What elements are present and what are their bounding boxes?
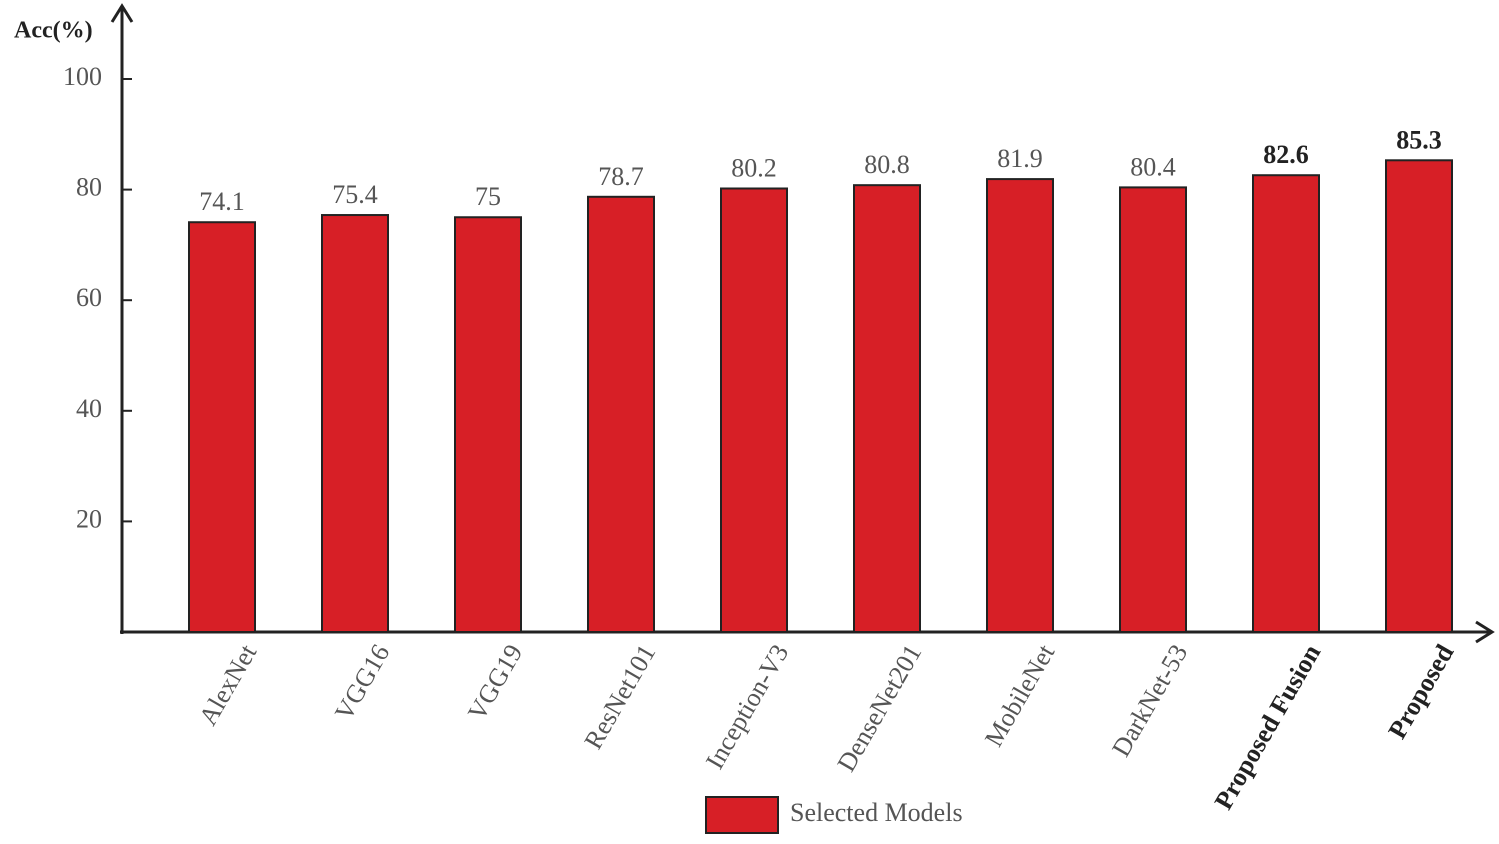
bar: [1385, 159, 1453, 634]
bar: [853, 184, 921, 633]
x-tick-label: MobileNet: [979, 639, 1061, 752]
value-label: 74.1: [199, 187, 245, 216]
x-tick-label: AlexNet: [193, 639, 263, 730]
value-label: 78.7: [598, 162, 644, 191]
x-tick-label: VGG16: [329, 639, 395, 725]
y-tick-label: 80: [76, 173, 102, 202]
value-label: 75.4: [332, 180, 378, 209]
x-axis-arrow: [1475, 620, 1495, 644]
x-tick-label: ResNet101: [578, 639, 661, 754]
bar: [986, 178, 1054, 634]
bar: [454, 216, 522, 633]
y-tick-label: 40: [76, 394, 102, 423]
bar: [1119, 186, 1187, 633]
y-tick-label: 60: [76, 283, 102, 312]
value-label: 75: [475, 182, 501, 211]
x-tick-label: Proposed: [1382, 639, 1459, 744]
value-label: 80.2: [731, 153, 777, 182]
bar: [321, 214, 389, 633]
x-tick-label: Inception-V3: [700, 639, 794, 774]
bar: [720, 187, 788, 634]
y-axis-label: Acc(%): [14, 18, 93, 44]
x-tick-label: VGG19: [462, 639, 528, 725]
y-axis-arrow: [110, 3, 134, 23]
bar: [587, 195, 655, 633]
bar: [1252, 174, 1320, 634]
bar: [188, 221, 256, 634]
x-tick-label: DenseNet201: [831, 639, 927, 776]
y-tick-label: 20: [76, 504, 102, 533]
legend-swatch: [705, 796, 779, 834]
value-label: 85.3: [1396, 125, 1442, 154]
value-label: 80.4: [1130, 152, 1176, 181]
value-label: 80.8: [864, 150, 910, 179]
x-tick-label: DarkNet-53: [1106, 639, 1193, 761]
value-label: 81.9: [997, 144, 1043, 173]
y-tick-label: 100: [63, 62, 102, 91]
x-tick-label: Proposed Fusion: [1209, 639, 1327, 814]
legend-label: Selected Models: [790, 798, 963, 827]
value-label: 82.6: [1263, 140, 1309, 169]
